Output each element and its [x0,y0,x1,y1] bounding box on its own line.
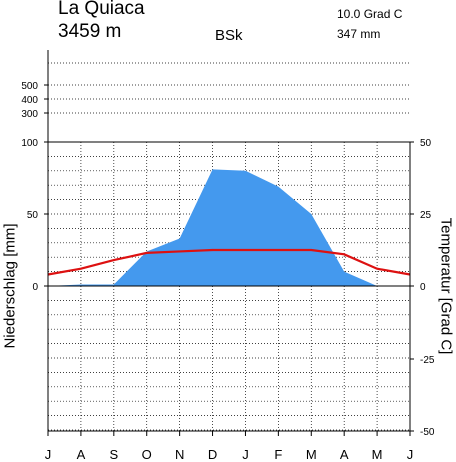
annual-precipitation: 347 mm [337,27,381,41]
month-label: J [242,447,249,462]
month-label: N [175,447,184,462]
right-tick-label: 0 [420,282,426,293]
climate-class: BSk [215,27,243,44]
month-label: D [208,447,217,462]
left-tick-label: 0 [32,282,38,293]
right-tick-label: -50 [420,427,435,438]
precipitation-area [48,169,410,286]
month-label: A [77,447,86,462]
left-tick-label-upper: 300 [21,109,38,120]
right-tick-label: -25 [420,355,435,366]
station-name: La Quiaca [58,0,145,19]
month-label: J [45,447,52,462]
left-tick-label: 50 [27,210,39,221]
right-tick-label: 25 [420,210,432,221]
left-tick-label-upper: 500 [21,81,38,92]
station-elevation: 3459 m [58,21,122,42]
left-tick-label-upper: 100 [21,138,38,149]
series-layer [47,169,411,286]
annual-temperature: 10.0 Grad C [337,7,403,21]
month-label: M [372,447,383,462]
month-label: S [109,447,118,462]
temperature-line [47,248,411,276]
month-label: M [306,447,317,462]
month-label: O [142,447,152,462]
right-axis-label: Temperatur [Grad C] [437,217,455,355]
month-label: F [274,447,282,462]
right-tick-label: 50 [420,138,432,149]
left-tick-label-upper: 400 [21,95,38,106]
left-axis-label: Niederschlag [mm] [1,223,19,349]
month-label: J [407,447,414,462]
month-label: A [340,447,349,462]
